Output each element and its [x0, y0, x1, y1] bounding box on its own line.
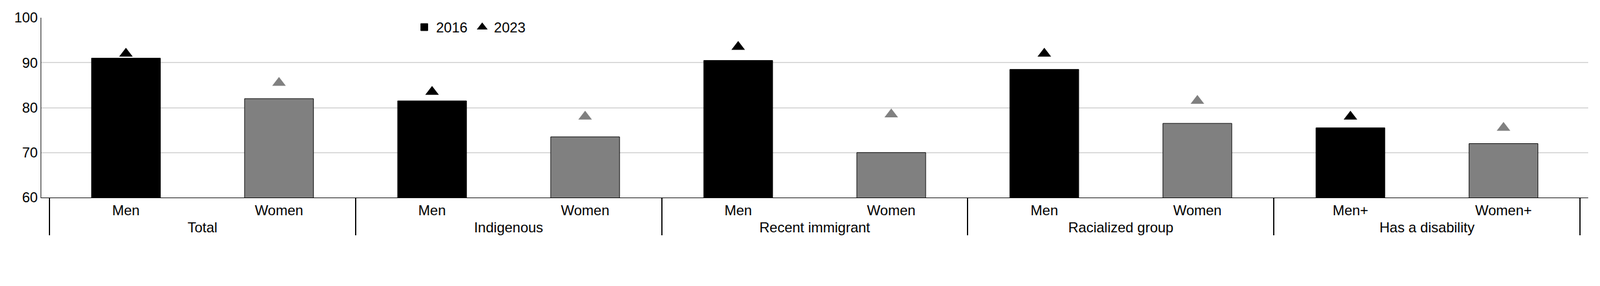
svg-text:Women: Women	[254, 201, 304, 218]
svg-text:Women: Women	[866, 201, 916, 218]
svg-text:Indigenous: Indigenous	[474, 219, 543, 235]
svg-text:80: 80	[21, 99, 38, 116]
svg-text:Women+: Women+	[1475, 201, 1532, 218]
svg-text:2016: 2016	[435, 19, 467, 36]
svg-text:100: 100	[14, 9, 38, 26]
svg-text:Total: Total	[187, 219, 218, 235]
svg-text:Men+: Men+	[1332, 201, 1369, 218]
svg-text:Has a disability: Has a disability	[1379, 219, 1474, 235]
svg-text:Men: Men	[1030, 201, 1059, 218]
svg-text:Recent immigrant: Recent immigrant	[759, 219, 870, 235]
svg-text:90: 90	[21, 54, 38, 71]
svg-text:Racialized group: Racialized group	[1068, 219, 1174, 235]
svg-text:70: 70	[21, 144, 38, 161]
svg-text:Men: Men	[418, 201, 446, 218]
svg-text:Women: Women	[560, 201, 609, 218]
svg-text:Men: Men	[112, 201, 141, 218]
svg-text:60: 60	[21, 189, 38, 205]
svg-text:2023: 2023	[494, 19, 526, 36]
svg-text:Men: Men	[724, 201, 753, 218]
svg-text:Women: Women	[1173, 201, 1222, 218]
